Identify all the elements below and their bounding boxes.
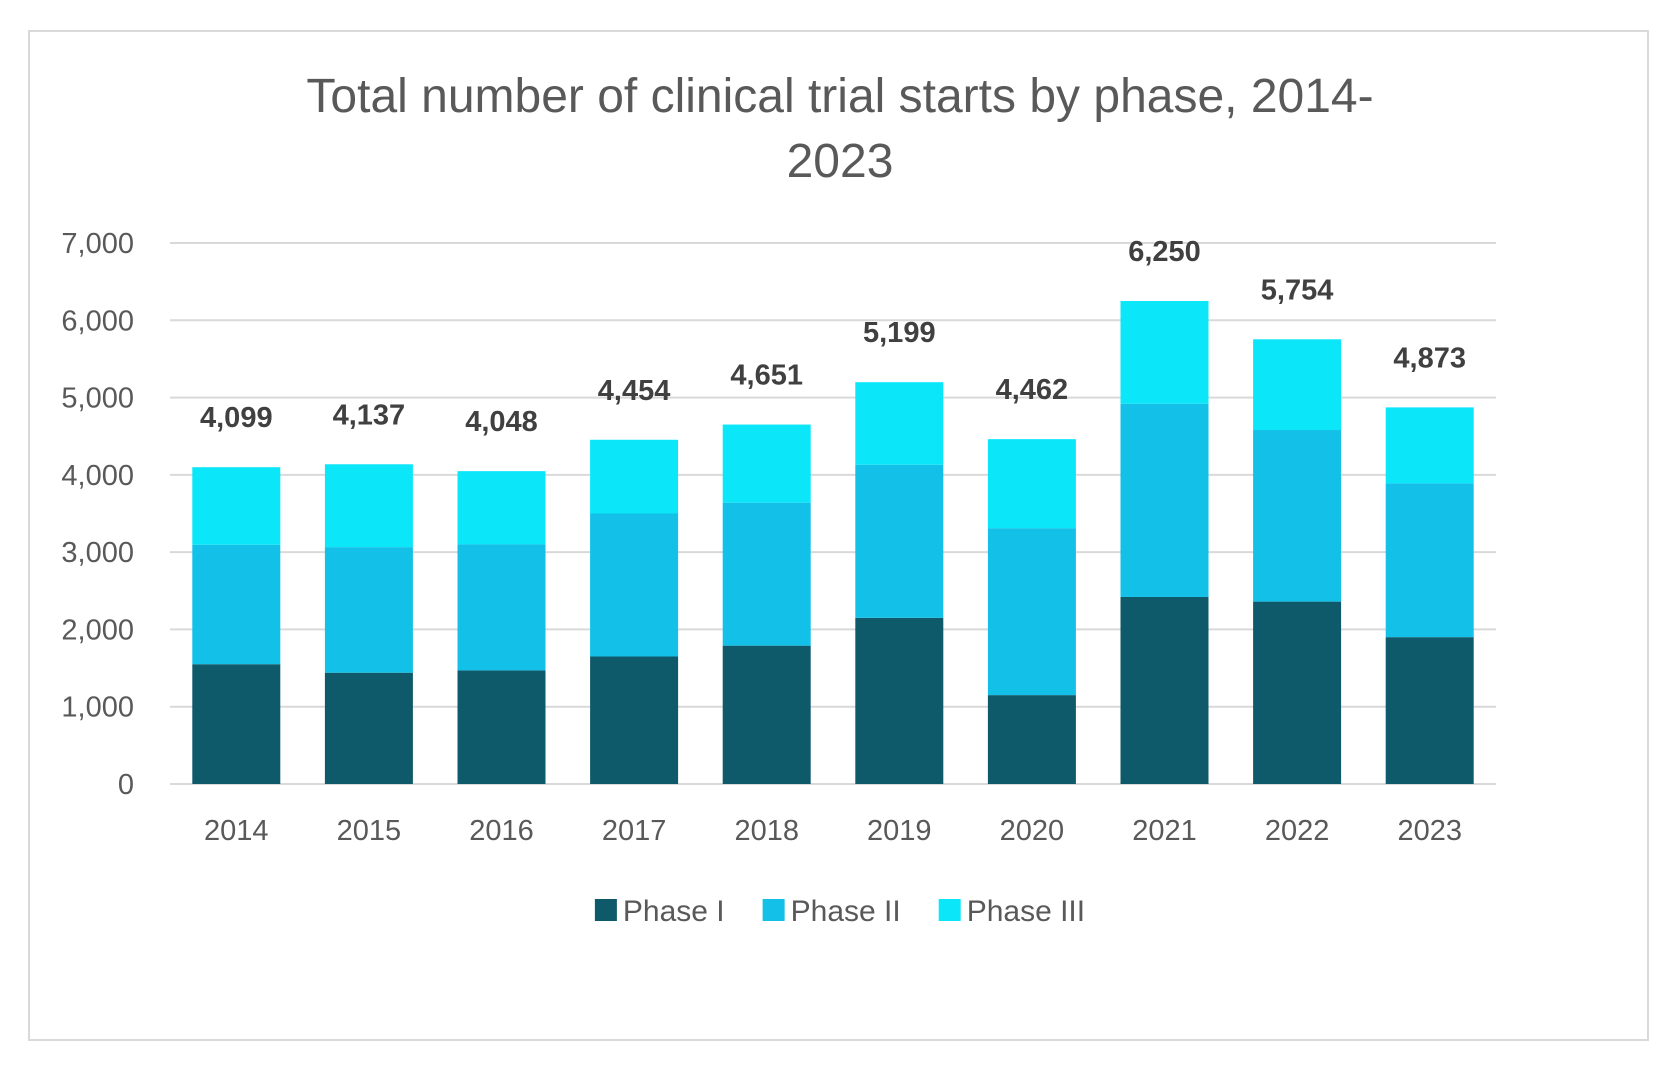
x-tick-label: 2015	[337, 815, 402, 847]
x-tick-label: 2017	[602, 815, 667, 847]
bar-segment-phase-2	[855, 464, 944, 618]
bar-segment-phase-1	[722, 645, 811, 784]
total-data-label: 5,199	[863, 317, 936, 349]
x-tick-label: 2021	[1132, 815, 1197, 847]
bar-segment-phase-2	[1385, 483, 1474, 638]
x-tick-label: 2018	[734, 815, 799, 847]
bar-segment-phase-2	[722, 502, 811, 646]
x-tick-label: 2016	[469, 815, 534, 847]
bar-segment-phase-1	[457, 670, 546, 784]
bar-segment-phase-1	[590, 656, 679, 784]
bar-segment-phase-3	[590, 439, 679, 514]
legend-swatch	[762, 899, 785, 921]
bar-segment-phase-3	[1120, 300, 1209, 404]
y-tick-label: 5,000	[61, 383, 134, 415]
legend-item-phase-1: Phase I	[594, 895, 725, 928]
legend-item-phase-2: Phase II	[762, 895, 901, 928]
total-data-label: 4,099	[200, 402, 273, 434]
total-data-label: 4,651	[730, 360, 803, 392]
total-data-label: 4,873	[1393, 342, 1466, 374]
bars	[192, 300, 1474, 784]
chart-area: Total number of clinical trial starts by…	[28, 30, 1649, 1041]
legend-swatch	[594, 899, 617, 921]
bar-segment-phase-2	[324, 547, 413, 673]
bar-segment-phase-2	[192, 544, 281, 665]
bar-segment-phase-1	[1120, 596, 1209, 784]
bar-segment-phase-2	[1253, 430, 1342, 602]
bar-segment-phase-3	[722, 424, 811, 503]
bar-segment-phase-3	[324, 464, 413, 548]
y-tick-label: 6,000	[61, 305, 134, 337]
total-data-labels: 4,099 4,137 4,048 4,454 4,651 5,199 4,462 6,250…	[200, 236, 1466, 438]
x-tick-label: 2020	[1000, 815, 1065, 847]
y-tick-label: 3,000	[61, 537, 134, 569]
x-tick-label: 2023	[1397, 815, 1462, 847]
bar-segment-phase-3	[1253, 339, 1342, 431]
y-axis-tick-labels: 0 1,000 2,000 3,000 4,000 5,000 6,000 7,000	[61, 228, 134, 801]
chart-title-line-2: 2023	[787, 135, 894, 188]
total-data-label: 4,454	[598, 375, 671, 407]
bar-segment-phase-2	[590, 513, 679, 657]
bar-segment-phase-1	[324, 672, 413, 784]
y-tick-label: 0	[118, 769, 134, 801]
bar-segment-phase-3	[987, 439, 1076, 529]
legend-label: Phase I	[623, 895, 725, 928]
bar-segment-phase-2	[987, 528, 1076, 696]
x-tick-label: 2014	[204, 815, 269, 847]
total-data-label: 6,250	[1128, 236, 1201, 268]
legend-label: Phase II	[791, 895, 901, 928]
y-tick-label: 2,000	[61, 614, 134, 646]
bar-segment-phase-1	[1253, 601, 1342, 784]
y-tick-label: 7,000	[61, 228, 134, 260]
total-data-label: 4,137	[333, 399, 406, 431]
legend: Phase I Phase II Phase III	[594, 895, 1085, 928]
y-tick-label: 4,000	[61, 460, 134, 492]
x-axis-tick-labels: 2014 2015 2016 2017 2018 2019 2020 2021 2022 2023	[204, 815, 1462, 847]
chart-title-line-1: Total number of clinical trial starts by…	[306, 70, 1373, 123]
total-data-label: 4,048	[465, 406, 538, 438]
bar-segment-phase-1	[1385, 637, 1474, 784]
total-data-label: 4,462	[996, 374, 1069, 406]
stacked-bar-chart: Total number of clinical trial starts by…	[61, 70, 1496, 928]
bar-segment-phase-1	[855, 617, 944, 784]
x-tick-label: 2022	[1265, 815, 1330, 847]
bar-segment-phase-2	[457, 544, 546, 671]
bar-segment-phase-3	[1385, 407, 1474, 484]
bar-segment-phase-3	[457, 471, 546, 545]
legend-swatch	[938, 899, 961, 921]
legend-item-phase-3: Phase III	[938, 895, 1085, 928]
y-tick-label: 1,000	[61, 692, 134, 724]
bar-segment-phase-1	[987, 695, 1076, 784]
legend-label: Phase III	[967, 895, 1085, 928]
x-tick-label: 2019	[867, 815, 932, 847]
bar-segment-phase-3	[855, 382, 944, 465]
bar-segment-phase-1	[192, 664, 281, 784]
bar-segment-phase-2	[1120, 403, 1209, 597]
total-data-label: 5,754	[1261, 274, 1334, 306]
bar-segment-phase-3	[192, 467, 281, 545]
